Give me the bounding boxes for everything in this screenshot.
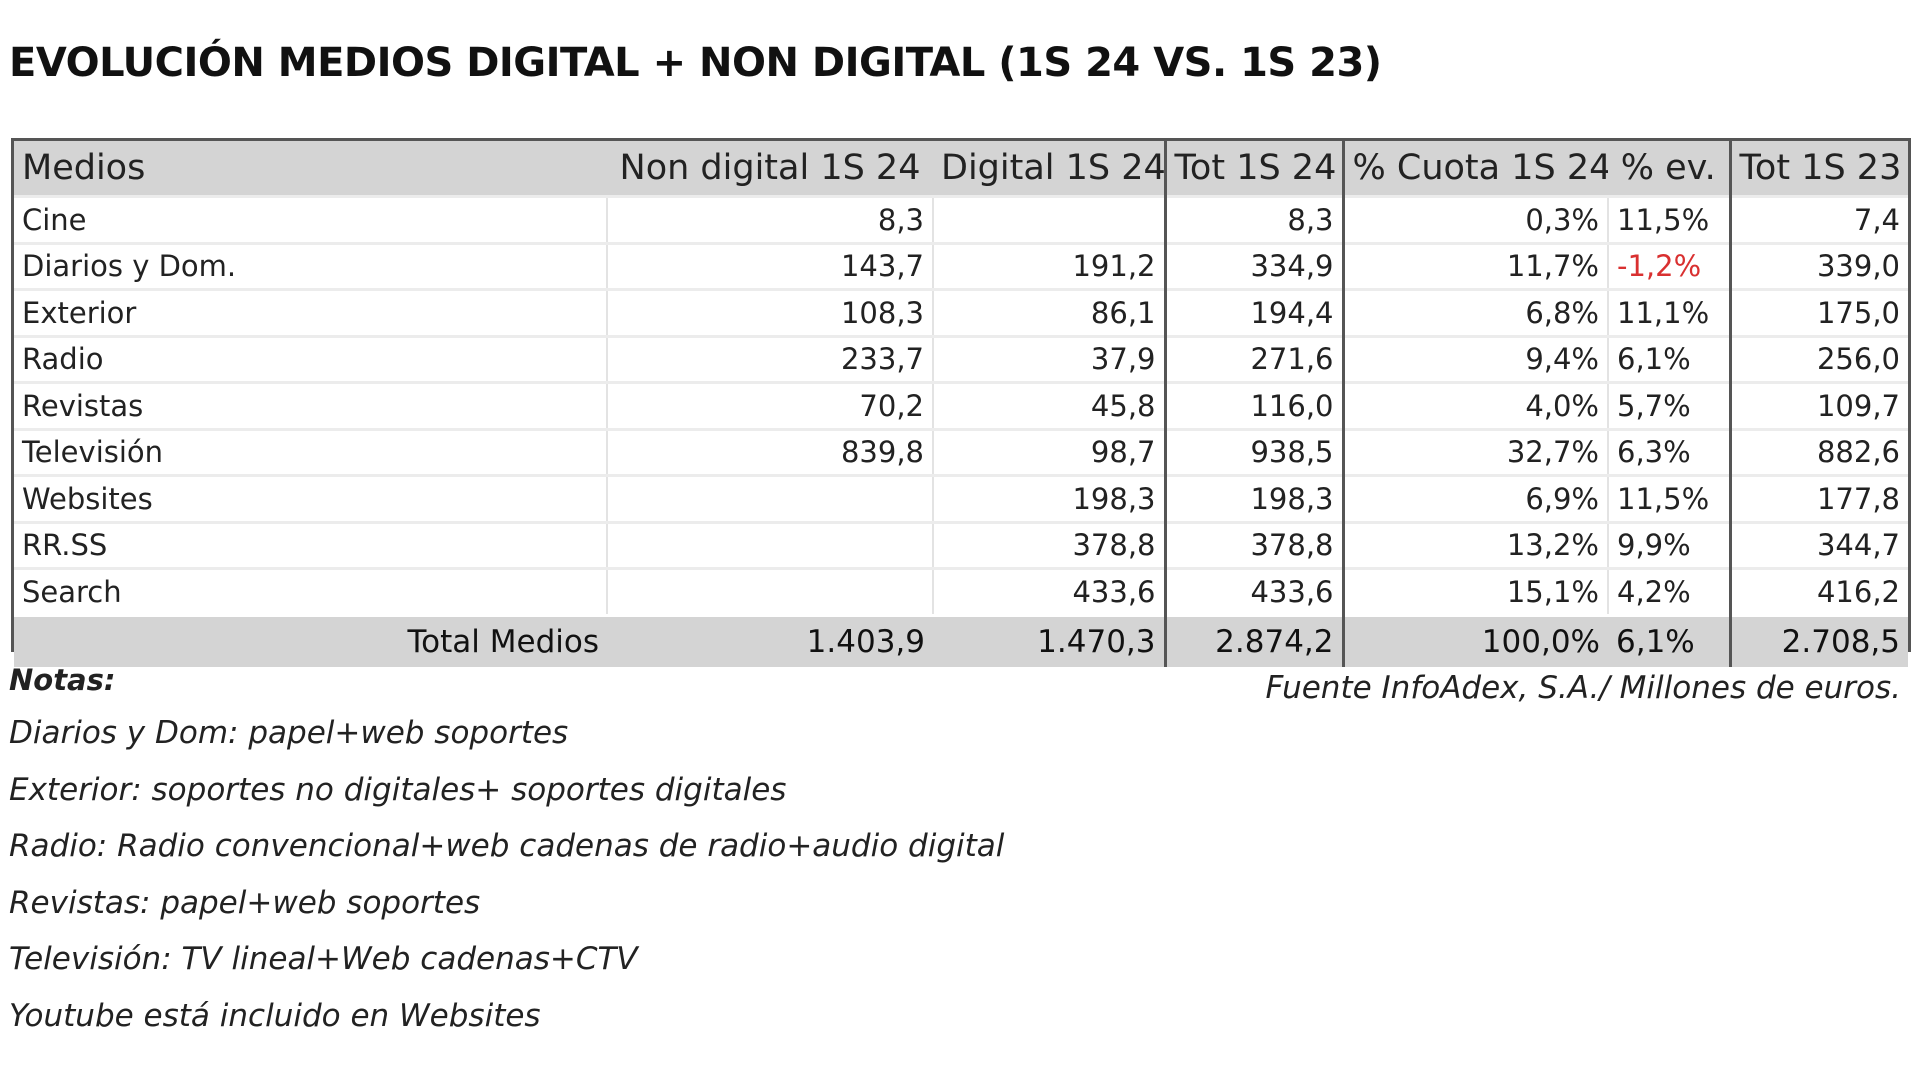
cuota-cell: 0,3%: [1341, 195, 1608, 243]
digital-cell: 98,7: [932, 427, 1165, 476]
total-1s23-cell: 175,0: [1728, 288, 1908, 336]
col-header-non-digital: Non digital 1S 24: [607, 141, 933, 198]
total-1s24-cell: 938,5: [1163, 427, 1343, 476]
total-row: Total Medios 1.403,9 1.470,3 2.874,2 100…: [14, 613, 1908, 667]
cuota-cell: 15,1%: [1341, 567, 1608, 615]
table-row: Exterior 108,3 86,1 194,4 6,8% 11,1% 175,0: [14, 288, 1908, 336]
total-label: Total Medios: [14, 613, 607, 667]
digital-cell: 433,6: [932, 567, 1165, 615]
row-label: Exterior: [14, 288, 607, 336]
total-1s23-cell: 339,0: [1728, 241, 1908, 290]
row-label: Revistas: [14, 381, 607, 429]
non-digital-cell: [606, 567, 933, 615]
media-table-container: Medios Non digital 1S 24 Digital 1S 24 T…: [11, 138, 1911, 667]
digital-cell: 37,9: [932, 334, 1165, 383]
note-line: Radio: Radio convencional+web cadenas de…: [9, 828, 1005, 864]
total-1s24-cell: 378,8: [1163, 520, 1343, 569]
total-1s24-cell: 194,4: [1163, 288, 1343, 336]
total-1s23-cell: 882,6: [1728, 427, 1908, 476]
table-row: Televisión 839,8 98,7 938,5 32,7% 6,3% 882,6: [14, 427, 1908, 476]
digital-cell: 378,8: [932, 520, 1165, 569]
evolution-cell: 11,5%: [1607, 195, 1730, 243]
total-1s24-cell: 433,6: [1163, 567, 1343, 615]
source-note: Fuente InfoAdex, S.A./ Millones de euros…: [1265, 670, 1902, 706]
non-digital-cell: 143,7: [606, 241, 933, 290]
note-line: Diarios y Dom: papel+web soportes: [9, 715, 569, 751]
row-label: Search: [14, 567, 607, 615]
evolution-cell: 6,1%: [1607, 334, 1730, 383]
row-label: Radio: [14, 334, 607, 383]
table-row: Cine 8,3 8,3 0,3% 11,5% 7,4: [14, 195, 1908, 243]
notes-heading: Notas:: [9, 663, 116, 697]
evolution-cell: 9,9%: [1607, 520, 1730, 569]
cuota-cell: 4,0%: [1341, 381, 1608, 429]
evolution-cell: -1,2%: [1607, 241, 1730, 290]
non-digital-cell: 839,8: [606, 427, 933, 476]
col-header-total-1s24: Tot 1S 24: [1163, 141, 1343, 198]
total-cell: 2.708,5: [1728, 613, 1908, 667]
evolution-cell: 11,5%: [1607, 474, 1730, 522]
total-1s23-cell: 416,2: [1728, 567, 1908, 615]
col-header-total-1s23: Tot 1S 23: [1728, 141, 1908, 198]
total-cell: 1.403,9: [607, 613, 933, 667]
cuota-cell: 13,2%: [1341, 520, 1608, 569]
total-1s24-cell: 271,6: [1163, 334, 1343, 383]
col-header-cuota: % Cuota 1S 24: [1341, 141, 1608, 198]
table-row: Revistas 70,2 45,8 116,0 4,0% 5,7% 109,7: [14, 381, 1908, 429]
note-line: Televisión: TV lineal+Web cadenas+CTV: [9, 941, 638, 977]
total-1s24-cell: 198,3: [1163, 474, 1343, 522]
note-line: Exterior: soportes no digitales+ soporte…: [9, 772, 787, 808]
total-1s23-cell: 7,4: [1728, 195, 1908, 243]
non-digital-cell: 233,7: [606, 334, 933, 383]
non-digital-cell: 108,3: [606, 288, 933, 336]
cuota-cell: 6,9%: [1341, 474, 1608, 522]
non-digital-cell: 70,2: [606, 381, 933, 429]
row-label: Televisión: [14, 427, 607, 476]
table-row: RR.SS 378,8 378,8 13,2% 9,9% 344,7: [14, 520, 1908, 569]
non-digital-cell: [606, 474, 933, 522]
cuota-cell: 9,4%: [1341, 334, 1608, 383]
evolution-cell: 5,7%: [1607, 381, 1730, 429]
evolution-cell: 4,2%: [1607, 567, 1730, 615]
table-row: Diarios y Dom. 143,7 191,2 334,9 11,7% -1,2% 3…: [14, 241, 1908, 290]
digital-cell: 191,2: [932, 241, 1165, 290]
table-header-row: Medios Non digital 1S 24 Digital 1S 24 T…: [14, 141, 1908, 198]
col-header-digital: Digital 1S 24: [933, 141, 1165, 198]
total-1s23-cell: 109,7: [1728, 381, 1908, 429]
total-1s24-cell: 8,3: [1163, 195, 1343, 243]
media-table: Medios Non digital 1S 24 Digital 1S 24 T…: [14, 141, 1908, 667]
cuota-cell: 11,7%: [1341, 241, 1608, 290]
cuota-cell: 32,7%: [1341, 427, 1608, 476]
evolution-cell: 6,3%: [1607, 427, 1730, 476]
total-1s23-cell: 177,8: [1728, 474, 1908, 522]
table-row: Radio 233,7 37,9 271,6 9,4% 6,1% 256,0: [14, 334, 1908, 383]
row-label: Diarios y Dom.: [14, 241, 607, 290]
col-header-evolution: % ev.: [1608, 141, 1730, 198]
digital-cell: 45,8: [932, 381, 1165, 429]
cuota-cell: 6,8%: [1341, 288, 1608, 336]
row-label: Cine: [14, 195, 607, 243]
digital-cell: 86,1: [932, 288, 1165, 336]
row-label: RR.SS: [14, 520, 607, 569]
digital-cell: 198,3: [932, 474, 1165, 522]
total-cell: 100,0%: [1341, 613, 1608, 667]
total-1s23-cell: 256,0: [1728, 334, 1908, 383]
non-digital-cell: 8,3: [606, 195, 933, 243]
total-1s23-cell: 344,7: [1728, 520, 1908, 569]
page-title: EVOLUCIÓN MEDIOS DIGITAL + NON DIGITAL (…: [9, 40, 1382, 86]
table-row: Websites 198,3 198,3 6,9% 11,5% 177,8: [14, 474, 1908, 522]
non-digital-cell: [606, 520, 933, 569]
table-row: Search 433,6 433,6 15,1% 4,2% 416,2: [14, 567, 1908, 615]
col-header-medios: Medios: [14, 141, 607, 198]
total-cell: 2.874,2: [1163, 613, 1343, 667]
row-label: Websites: [14, 474, 607, 522]
total-1s24-cell: 334,9: [1163, 241, 1343, 290]
total-cell: 1.470,3: [933, 613, 1165, 667]
evolution-cell: 11,1%: [1607, 288, 1730, 336]
total-1s24-cell: 116,0: [1163, 381, 1343, 429]
note-line: Revistas: papel+web soportes: [9, 885, 481, 921]
note-line: Youtube está incluido en Websites: [9, 998, 541, 1034]
total-cell: 6,1%: [1608, 613, 1730, 667]
digital-cell: [932, 195, 1165, 243]
